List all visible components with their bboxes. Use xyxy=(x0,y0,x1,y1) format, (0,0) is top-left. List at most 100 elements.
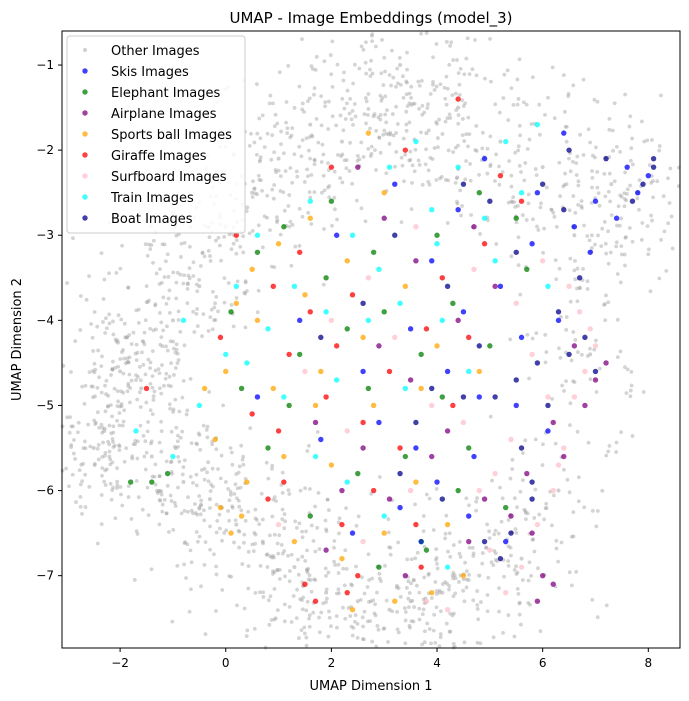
cloud-point xyxy=(336,571,341,575)
cloud-point xyxy=(564,124,569,129)
cloud-point xyxy=(348,614,353,618)
cloud-point xyxy=(384,120,389,125)
data-point xyxy=(118,369,123,374)
data-point xyxy=(466,445,472,451)
data-point xyxy=(370,249,377,255)
cloud-point xyxy=(109,497,114,502)
cloud-point xyxy=(362,112,367,117)
cloud-point xyxy=(627,226,632,230)
cloud-point xyxy=(585,287,590,291)
cloud-point xyxy=(317,630,322,635)
cloud-point xyxy=(150,385,155,390)
data-point xyxy=(238,513,245,519)
cloud-point xyxy=(453,91,458,96)
data-point xyxy=(323,275,329,281)
cloud-point xyxy=(104,326,109,331)
cloud-point xyxy=(194,311,199,316)
data-point xyxy=(629,198,636,204)
cloud-point xyxy=(651,195,655,200)
data-point xyxy=(381,530,387,536)
cloud-point xyxy=(619,194,624,199)
data-point xyxy=(513,402,519,409)
cloud-point xyxy=(285,126,290,131)
cloud-point xyxy=(265,131,270,136)
cloud-point xyxy=(195,512,200,517)
data-point xyxy=(318,334,324,341)
cloud-point xyxy=(191,260,196,265)
x-tick-label: −2 xyxy=(111,656,129,670)
cloud-point xyxy=(253,541,258,546)
cloud-point xyxy=(247,143,252,148)
cloud-point xyxy=(87,274,91,279)
cloud-point xyxy=(524,102,529,107)
cloud-point xyxy=(646,247,651,252)
cloud-point xyxy=(594,390,599,394)
cloud-point xyxy=(559,540,564,545)
data-point xyxy=(466,513,472,519)
cloud-point xyxy=(489,560,494,565)
cloud-point xyxy=(655,179,660,184)
cloud-point xyxy=(590,153,595,158)
cloud-point xyxy=(175,351,180,356)
cloud-point xyxy=(135,350,140,355)
cloud-point xyxy=(330,114,335,119)
cloud-point xyxy=(171,410,176,414)
cloud-point xyxy=(286,64,291,68)
cloud-point xyxy=(113,337,118,342)
cloud-point xyxy=(255,192,259,197)
cloud-point xyxy=(287,604,292,609)
cloud-point xyxy=(474,73,479,78)
cloud-point xyxy=(171,339,175,344)
data-point xyxy=(640,181,646,187)
cloud-point xyxy=(81,446,86,451)
cloud-point xyxy=(561,184,566,189)
cloud-point xyxy=(101,440,105,445)
cloud-point xyxy=(608,250,613,255)
cloud-point xyxy=(213,318,218,322)
cloud-point xyxy=(362,591,367,596)
cloud-point xyxy=(165,483,170,488)
cloud-point xyxy=(467,132,472,137)
cloud-point xyxy=(95,410,100,415)
cloud-point xyxy=(265,193,270,198)
cloud-point xyxy=(154,271,159,276)
cloud-point xyxy=(471,551,476,556)
cloud-point xyxy=(305,599,310,604)
cloud-point xyxy=(344,158,349,163)
cloud-point xyxy=(573,277,578,282)
data-point xyxy=(223,351,229,358)
data-point xyxy=(234,522,239,527)
cloud-point xyxy=(607,444,612,448)
cloud-point xyxy=(159,335,164,340)
data-point xyxy=(217,334,224,341)
data-point xyxy=(571,394,578,400)
cloud-point xyxy=(269,555,274,560)
cloud-point xyxy=(616,204,621,209)
cloud-point xyxy=(201,423,206,428)
cloud-point xyxy=(141,339,146,344)
cloud-point xyxy=(307,487,312,491)
cloud-point xyxy=(506,200,511,205)
legend-label: Elephant Images xyxy=(111,86,220,101)
cloud-point xyxy=(606,449,611,454)
data-point xyxy=(566,351,572,358)
cloud-point xyxy=(437,117,441,122)
cloud-point xyxy=(305,570,310,575)
cloud-point xyxy=(136,320,141,325)
cloud-point xyxy=(417,163,422,167)
cloud-point xyxy=(610,128,615,133)
data-point xyxy=(518,189,525,196)
cloud-point xyxy=(297,636,301,640)
cloud-point xyxy=(289,133,294,138)
cloud-point xyxy=(388,545,393,550)
cloud-point xyxy=(594,524,599,529)
cloud-point xyxy=(642,139,647,144)
cloud-point xyxy=(93,461,97,466)
cloud-point xyxy=(607,127,612,132)
cloud-point xyxy=(75,430,80,435)
cloud-point xyxy=(286,488,291,493)
data-point xyxy=(471,266,477,272)
cloud-point xyxy=(557,346,561,351)
cloud-point xyxy=(436,145,440,149)
cloud-point xyxy=(118,485,123,489)
